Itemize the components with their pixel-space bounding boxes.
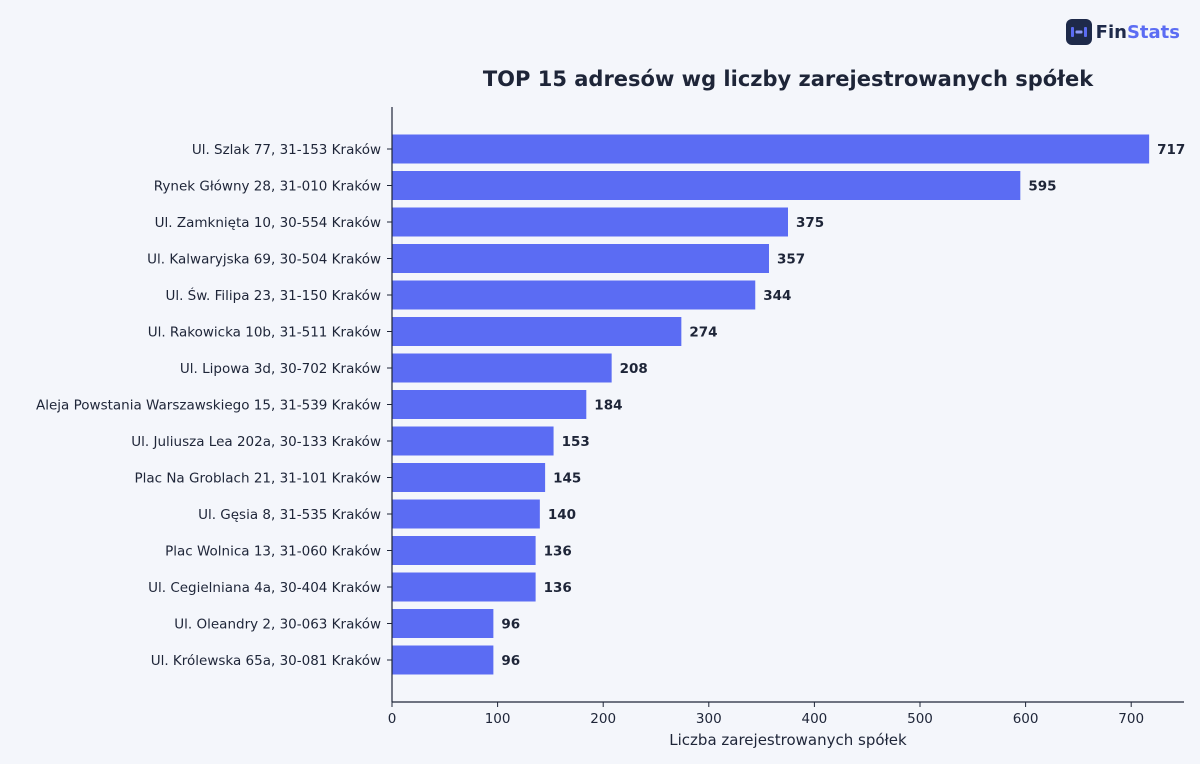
value-label: 357 bbox=[777, 252, 805, 268]
category-label: Plac Na Groblach 21, 31-101 Kraków bbox=[134, 471, 381, 487]
category-label: Ul. Zamknięta 10, 30-554 Kraków bbox=[155, 215, 381, 231]
value-label: 153 bbox=[562, 434, 590, 450]
category-label: Plac Wolnica 13, 31-060 Kraków bbox=[165, 544, 381, 560]
brand-logo: FinStats bbox=[1065, 18, 1180, 46]
category-label: Aleja Powstania Warszawskiego 15, 31-539… bbox=[36, 398, 381, 414]
x-tick-label: 200 bbox=[590, 711, 616, 727]
finstats-logo-icon bbox=[1065, 19, 1092, 45]
value-label: 140 bbox=[548, 507, 576, 523]
value-label: 136 bbox=[544, 580, 572, 596]
category-labels: Ul. Szlak 77, 31-153 Kraków Rynek Główny … bbox=[36, 142, 381, 669]
brand-name-part1: Fin bbox=[1095, 21, 1127, 43]
category-label: Ul. Kalwaryjska 69, 30-504 Kraków bbox=[147, 252, 381, 268]
bar bbox=[392, 463, 546, 492]
bar bbox=[392, 353, 612, 383]
bar bbox=[392, 207, 788, 237]
x-axis-label: Liczba zarejestrowanych spółek bbox=[669, 731, 907, 749]
value-label: 375 bbox=[796, 215, 824, 231]
bar bbox=[392, 572, 536, 602]
category-label: Ul. Gęsia 8, 31-535 Kraków bbox=[198, 507, 381, 523]
value-label: 344 bbox=[763, 288, 791, 304]
category-label: Ul. Królewska 65a, 30-081 Kraków bbox=[151, 653, 381, 669]
value-label: 274 bbox=[689, 325, 717, 341]
category-label: Ul. Juliusza Lea 202a, 30-133 Kraków bbox=[131, 434, 381, 450]
value-label: 96 bbox=[501, 653, 520, 669]
value-label: 717 bbox=[1157, 142, 1185, 158]
bar bbox=[392, 645, 494, 675]
bar bbox=[392, 244, 769, 273]
bar bbox=[392, 317, 682, 346]
brand-name-part2: Stats bbox=[1126, 21, 1180, 43]
bar bbox=[392, 426, 554, 456]
x-axis-ticks: 0 100 200 300 400 500 600 700 bbox=[388, 702, 1144, 727]
value-labels: 717 595 375 357 344 274 208 184 153 145 140 136 136 9… bbox=[501, 142, 1185, 669]
bar bbox=[392, 280, 756, 310]
value-label: 145 bbox=[553, 471, 581, 487]
chart-title: TOP 15 adresów wg liczby zarejestrowanyc… bbox=[483, 67, 1094, 91]
bar bbox=[392, 536, 536, 565]
category-label: Ul. Oleandry 2, 30-063 Kraków bbox=[174, 617, 381, 633]
x-tick-label: 300 bbox=[696, 711, 722, 727]
category-label: Ul. Szlak 77, 31-153 Kraków bbox=[192, 142, 381, 158]
bar bbox=[392, 134, 1150, 164]
value-label: 96 bbox=[501, 617, 520, 633]
value-label: 184 bbox=[594, 398, 622, 414]
bar bbox=[392, 609, 494, 638]
bar bbox=[392, 499, 540, 529]
x-tick-label: 400 bbox=[802, 711, 828, 727]
category-label: Ul. Rakowicka 10b, 31-511 Kraków bbox=[148, 325, 381, 341]
category-label: Ul. Lipowa 3d, 30-702 Kraków bbox=[180, 361, 381, 377]
bar bbox=[392, 171, 1021, 200]
x-tick-label: 700 bbox=[1118, 711, 1144, 727]
category-label: Ul. Cegielniana 4a, 30-404 Kraków bbox=[148, 580, 381, 596]
bar bbox=[392, 390, 587, 419]
value-label: 595 bbox=[1028, 179, 1056, 195]
x-tick-label: 500 bbox=[907, 711, 933, 727]
bars-group bbox=[387, 134, 1150, 675]
x-tick-label: 100 bbox=[485, 711, 511, 727]
x-tick-label: 600 bbox=[1013, 711, 1039, 727]
brand-name: FinStats bbox=[1096, 22, 1180, 43]
category-label: Rynek Główny 28, 31-010 Kraków bbox=[154, 179, 381, 195]
value-label: 208 bbox=[620, 361, 648, 377]
category-label: Ul. Św. Filipa 23, 31-150 Kraków bbox=[165, 286, 381, 304]
value-label: 136 bbox=[544, 544, 572, 560]
x-tick-label: 0 bbox=[388, 711, 397, 727]
